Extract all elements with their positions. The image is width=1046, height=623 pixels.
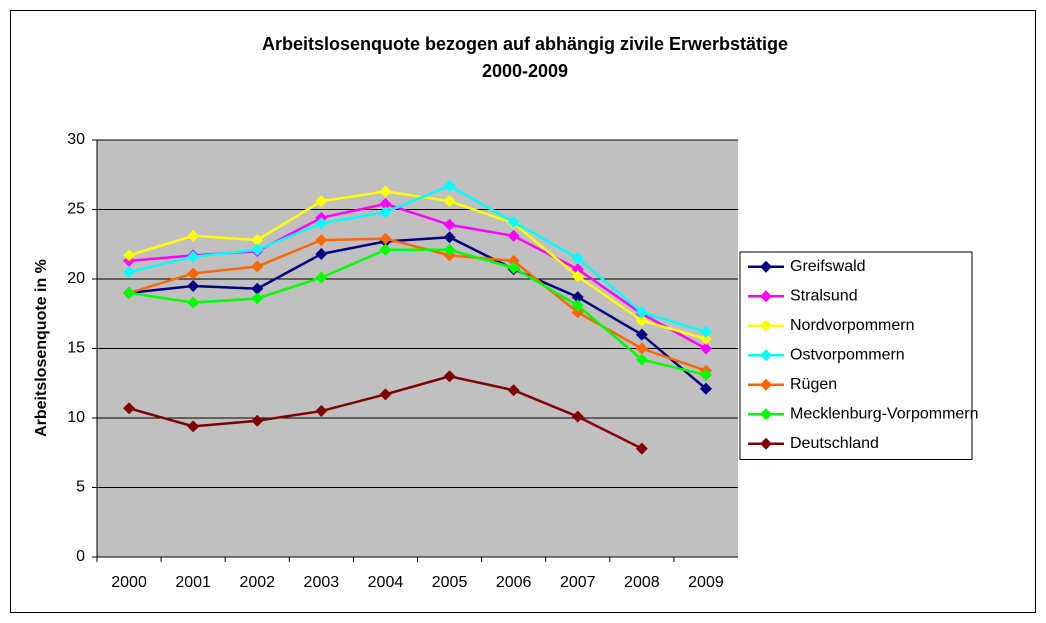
x-tick-label: 2005 bbox=[432, 574, 468, 591]
data-point bbox=[379, 185, 392, 198]
legend-label: Mecklenburg-Vorpommern bbox=[790, 405, 979, 422]
data-point bbox=[187, 250, 200, 263]
legend-marker bbox=[760, 437, 772, 450]
x-tick-label: 2000 bbox=[111, 574, 147, 591]
data-point bbox=[507, 261, 520, 274]
data-point bbox=[443, 231, 456, 244]
legend-marker bbox=[760, 408, 772, 421]
x-tick-label: 2004 bbox=[368, 574, 404, 591]
y-tick-label: 5 bbox=[76, 479, 85, 496]
data-point bbox=[379, 206, 392, 219]
data-point bbox=[571, 410, 584, 423]
data-point bbox=[315, 217, 328, 230]
legend-marker bbox=[760, 290, 772, 303]
data-point bbox=[507, 229, 520, 242]
data-point bbox=[187, 267, 200, 280]
data-point bbox=[187, 296, 200, 309]
legend-label: Greifswald bbox=[790, 258, 866, 275]
data-point bbox=[443, 179, 456, 192]
data-point bbox=[315, 234, 328, 247]
data-point bbox=[635, 353, 648, 366]
data-point bbox=[123, 266, 136, 279]
data-point bbox=[699, 325, 712, 338]
data-point bbox=[507, 384, 520, 397]
y-axis-label: Arbeitslosenquote in % bbox=[33, 259, 50, 437]
data-point bbox=[251, 282, 264, 295]
data-point bbox=[699, 342, 712, 355]
data-point bbox=[379, 388, 392, 401]
data-point bbox=[635, 328, 648, 341]
x-tick-label: 2003 bbox=[304, 574, 340, 591]
data-point bbox=[571, 299, 584, 312]
chart-subtitle: 2000-2009 bbox=[482, 61, 568, 81]
legend-label: Stralsund bbox=[790, 287, 858, 304]
data-point bbox=[123, 286, 136, 299]
data-point bbox=[251, 260, 264, 273]
data-point bbox=[443, 218, 456, 231]
legend-marker bbox=[760, 378, 772, 391]
data-point bbox=[187, 229, 200, 242]
x-tick-label: 2002 bbox=[239, 574, 275, 591]
data-point bbox=[379, 243, 392, 256]
y-tick-label: 10 bbox=[67, 409, 85, 426]
x-tick-label: 2001 bbox=[175, 574, 211, 591]
y-tick-label: 20 bbox=[67, 270, 85, 287]
data-point bbox=[635, 314, 648, 327]
x-tick-label: 2006 bbox=[496, 574, 532, 591]
y-tick-label: 0 bbox=[76, 548, 85, 565]
data-point bbox=[379, 197, 392, 210]
data-point bbox=[699, 332, 712, 345]
x-tick-label: 2008 bbox=[624, 574, 660, 591]
y-tick-label: 25 bbox=[67, 201, 85, 218]
legend-marker bbox=[760, 319, 772, 332]
legend-label: Rügen bbox=[790, 376, 837, 393]
data-point bbox=[507, 254, 520, 267]
data-point bbox=[251, 414, 264, 427]
data-point bbox=[187, 420, 200, 433]
series-line bbox=[128, 184, 707, 334]
data-point bbox=[315, 405, 328, 418]
data-point bbox=[123, 402, 136, 415]
data-point bbox=[699, 382, 712, 395]
data-point bbox=[443, 195, 456, 208]
x-tick-label: 2007 bbox=[560, 574, 596, 591]
legend-label: Ostvorpommern bbox=[790, 346, 905, 363]
data-point bbox=[507, 216, 520, 229]
y-tick-label: 30 bbox=[67, 131, 85, 148]
data-point bbox=[315, 271, 328, 284]
legend-label: Deutschland bbox=[790, 435, 879, 452]
data-point bbox=[635, 442, 648, 455]
legend-marker bbox=[760, 349, 772, 362]
series-line bbox=[128, 236, 707, 390]
chart-title: Arbeitslosenquote bezogen auf abhängig z… bbox=[262, 34, 788, 54]
x-tick-label: 2009 bbox=[688, 574, 724, 591]
data-point bbox=[251, 243, 264, 256]
series-line bbox=[128, 248, 707, 377]
data-point bbox=[635, 342, 648, 355]
data-point bbox=[443, 243, 456, 256]
legend-marker bbox=[760, 260, 772, 273]
data-point bbox=[571, 252, 584, 265]
data-point bbox=[571, 291, 584, 304]
legend-label: Nordvorpommern bbox=[790, 317, 914, 334]
data-point bbox=[251, 234, 264, 247]
data-point bbox=[571, 270, 584, 283]
data-point bbox=[379, 232, 392, 245]
data-point bbox=[699, 368, 712, 381]
data-point bbox=[315, 195, 328, 208]
data-point bbox=[123, 249, 136, 262]
series-line bbox=[128, 237, 707, 372]
series-line bbox=[128, 190, 707, 340]
data-point bbox=[443, 370, 456, 383]
data-point bbox=[635, 306, 648, 319]
y-tick-label: 15 bbox=[67, 340, 85, 357]
data-point bbox=[251, 292, 264, 305]
data-point bbox=[315, 247, 328, 260]
data-point bbox=[187, 279, 200, 292]
